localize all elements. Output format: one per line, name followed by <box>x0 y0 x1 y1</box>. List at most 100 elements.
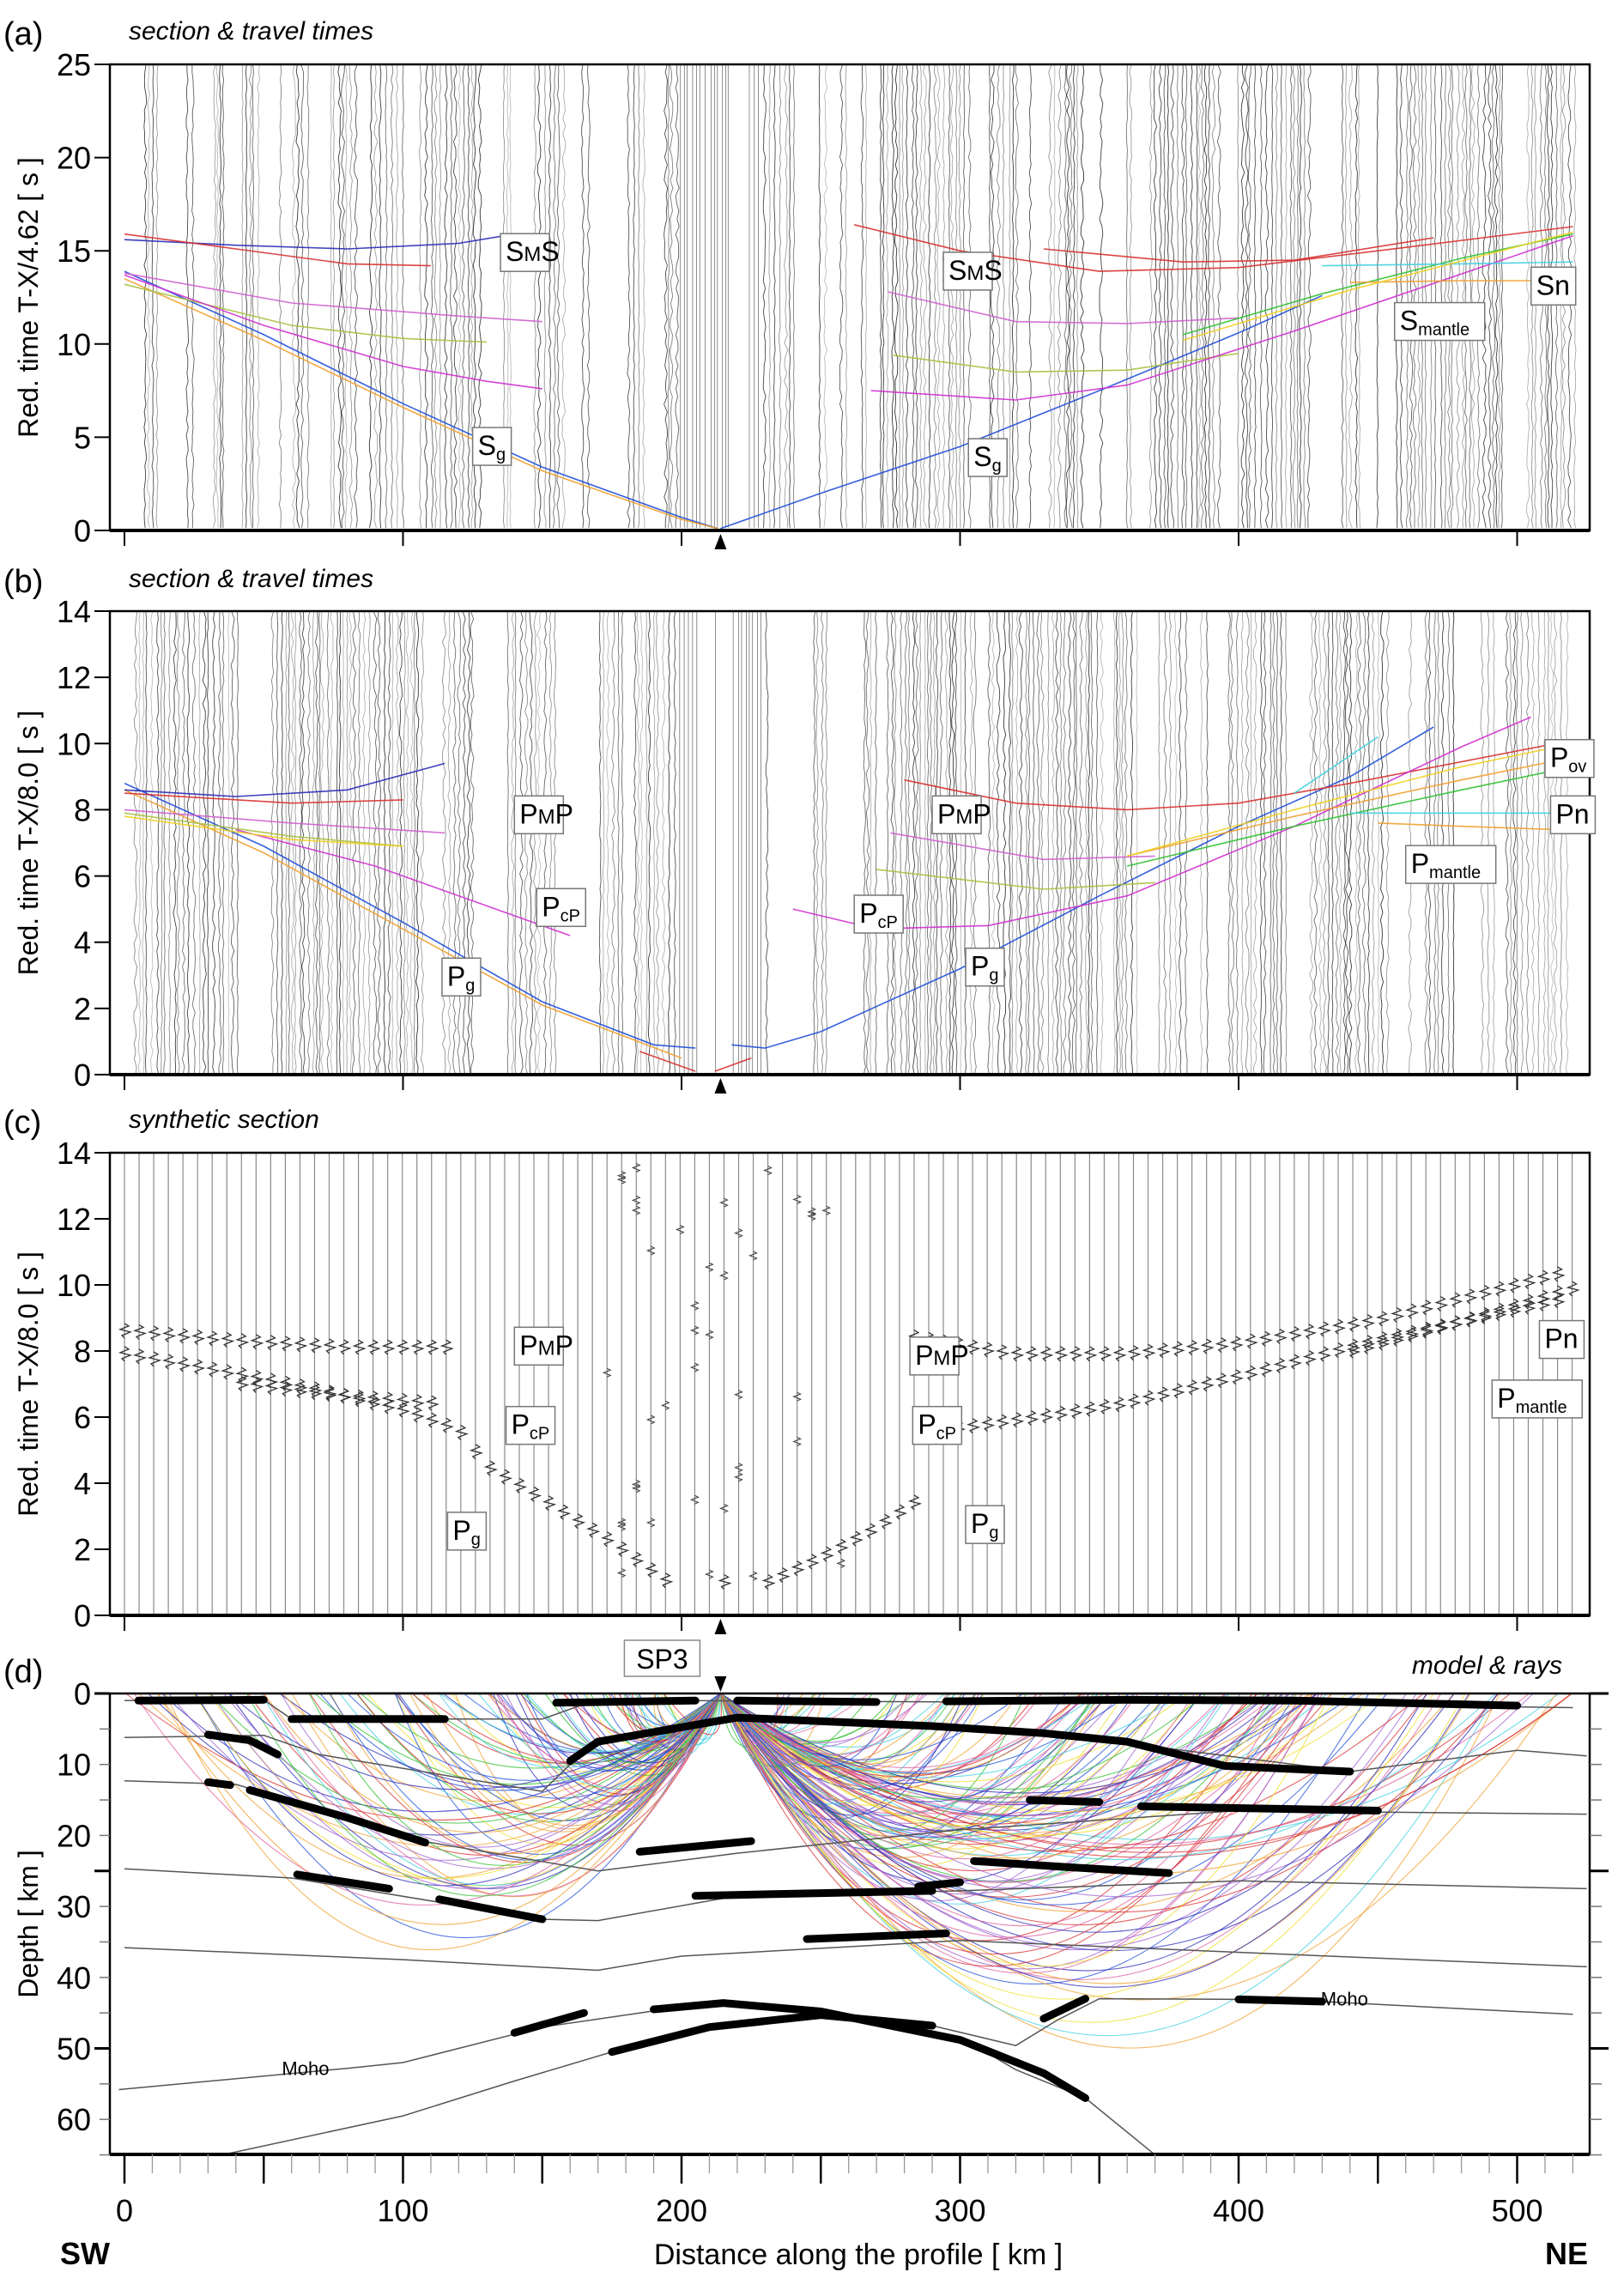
reflector-segment <box>566 1713 1354 1776</box>
seismic-trace <box>336 610 338 1075</box>
y-tick-label: 4 <box>74 925 91 960</box>
seismic-trace <box>894 610 897 1075</box>
seismic-trace <box>1259 610 1263 1075</box>
travel-time-curve-s2-right <box>893 352 1239 373</box>
shotpoint-label: SP3 <box>623 1639 701 1677</box>
arrival-wiggle <box>1069 1403 1083 1420</box>
seismic-trace <box>765 610 769 1075</box>
reflector-segment <box>1234 1995 1326 2006</box>
phase-label: Sn <box>1530 266 1577 306</box>
seismic-trace <box>1505 610 1510 1075</box>
seismic-trace <box>424 64 429 529</box>
seismic-trace <box>942 64 946 529</box>
seismic-trace <box>996 610 1001 1075</box>
arrival-wiggle <box>849 1530 864 1547</box>
arrival-wiggle <box>1317 1346 1332 1362</box>
reflector-segment <box>134 1695 268 1705</box>
arrival-wiggle <box>425 1395 439 1411</box>
seismic-trace <box>447 610 451 1075</box>
seismic-trace <box>1371 610 1375 1075</box>
panel-title: model & rays <box>1412 1651 1562 1680</box>
seismic-trace <box>1053 64 1056 529</box>
seismic-trace <box>1560 610 1563 1075</box>
seismic-trace <box>1289 64 1293 529</box>
seismic-trace <box>1190 64 1193 529</box>
ray-path <box>395 1693 721 1845</box>
ray-path <box>280 1693 721 1848</box>
phase-main: P <box>973 798 991 829</box>
phase-label: Pn <box>1538 1319 1585 1360</box>
arrival-wiggle <box>981 1415 996 1432</box>
seismic-trace <box>409 610 415 1075</box>
arrival-wiggle <box>1171 1341 1185 1357</box>
seismic-trace <box>1344 64 1348 529</box>
y-tick-label: 5 <box>74 420 91 455</box>
phase-label-text: PcP <box>542 891 580 925</box>
phase-main: P <box>555 798 573 829</box>
arrival-wiggle <box>1273 1328 1288 1344</box>
seismic-trace <box>1447 64 1451 529</box>
seismic-trace <box>1342 610 1347 1075</box>
ray-path <box>720 1693 1295 1842</box>
seismic-trace <box>281 610 283 1075</box>
arrival-wiggle <box>630 1551 645 1567</box>
arrival-wiggle <box>206 1361 221 1378</box>
seismic-trace <box>762 64 767 529</box>
seismic-trace <box>1185 64 1188 529</box>
phase-main: Pn <box>1555 798 1589 829</box>
shotpoint-label-text: SP3 <box>636 1644 688 1675</box>
seismic-trace <box>1421 64 1424 529</box>
arrival-wiggle <box>221 1331 235 1348</box>
seismic-trace <box>1452 610 1455 1075</box>
reflector-segments <box>134 1695 1521 2102</box>
phase-label-box <box>536 888 587 928</box>
ray-path <box>156 1693 721 1925</box>
seismic-trace <box>1427 610 1432 1075</box>
seismic-trace <box>307 610 311 1075</box>
reflector-segment <box>942 1695 1521 1710</box>
phase-label-box <box>513 1326 565 1366</box>
seismic-trace <box>949 64 954 529</box>
ray-path <box>409 1693 721 1833</box>
seismic-trace <box>332 64 336 529</box>
ray-path <box>719 1693 1324 1938</box>
arrival-wiggle <box>1025 1346 1039 1362</box>
seismic-trace <box>1354 610 1359 1075</box>
y-tick-label: 14 <box>57 1136 91 1171</box>
ray-path <box>133 1693 721 1905</box>
arrival-wiggle <box>689 1325 700 1336</box>
seismic-trace <box>1009 64 1011 529</box>
seismic-trace <box>470 610 475 1075</box>
seismic-trace <box>954 610 958 1075</box>
reflector-segment <box>970 1857 1173 1877</box>
seismic-trace <box>1211 64 1216 529</box>
seismic-trace <box>1240 610 1244 1075</box>
phase-subscript: cP <box>936 1425 956 1444</box>
seismic-trace <box>839 64 844 529</box>
arrival-wiggle <box>439 1417 454 1433</box>
seismic-trace <box>1285 610 1288 1075</box>
arrival-wiggle <box>733 1463 743 1473</box>
seismic-trace <box>656 610 660 1075</box>
phase-subscript: cP <box>878 913 898 932</box>
phase-label-box <box>1491 1379 1584 1419</box>
seismic-trace <box>1011 610 1014 1075</box>
arrival-wiggle <box>704 1569 714 1579</box>
seismic-trace <box>319 610 324 1075</box>
phase-label: Pg <box>965 1505 1005 1544</box>
seismic-trace <box>217 610 222 1075</box>
seismic-trace <box>633 64 635 529</box>
ray-path <box>719 1693 966 1816</box>
seismic-trace <box>894 64 899 529</box>
arrival-wiggle <box>1244 1333 1258 1349</box>
seismic-trace <box>251 64 255 529</box>
arrival-wiggle <box>689 1300 700 1311</box>
seismic-trace <box>1424 64 1427 529</box>
seismic-trace <box>919 64 923 529</box>
seismic-trace <box>518 610 524 1075</box>
reflector-segment <box>914 1878 964 1891</box>
phase-main: S <box>948 255 967 286</box>
seismic-trace <box>1464 64 1468 529</box>
arrival-wiggle <box>118 1323 133 1339</box>
seismic-trace <box>206 610 209 1075</box>
